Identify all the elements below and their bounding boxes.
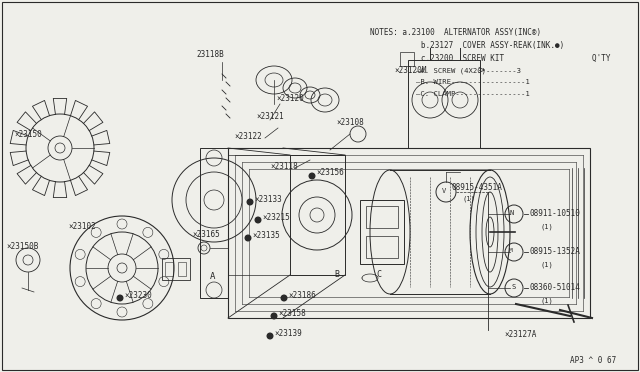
Text: A: A xyxy=(210,272,216,281)
Circle shape xyxy=(245,235,251,241)
Text: ×23102: ×23102 xyxy=(68,222,96,231)
Text: 08360-51014: 08360-51014 xyxy=(530,282,581,292)
Text: ×23139: ×23139 xyxy=(274,329,301,338)
Text: 23118B: 23118B xyxy=(196,50,224,59)
Text: b.23127  COVER ASSY-REAK(INK.●): b.23127 COVER ASSY-REAK(INK.●) xyxy=(370,41,564,50)
Text: ×23156: ×23156 xyxy=(316,168,344,177)
Bar xyxy=(162,258,190,280)
Text: C: C xyxy=(376,270,381,279)
Text: S: S xyxy=(511,284,515,290)
Text: 08911-10510: 08911-10510 xyxy=(530,208,581,218)
Text: ×23133: ×23133 xyxy=(254,195,282,204)
Bar xyxy=(200,148,228,298)
Text: ×23120M: ×23120M xyxy=(394,66,426,75)
Text: —C. CLAMP----------------1: —C. CLAMP----------------1 xyxy=(416,91,530,97)
Bar xyxy=(228,148,590,318)
Bar xyxy=(360,200,404,264)
Text: (1): (1) xyxy=(462,196,475,202)
Bar xyxy=(290,155,345,275)
Circle shape xyxy=(247,199,253,205)
Text: ×23158: ×23158 xyxy=(278,309,306,318)
Text: (1): (1) xyxy=(540,298,553,305)
Text: B: B xyxy=(334,270,339,279)
Text: ×23186: ×23186 xyxy=(288,291,316,300)
Text: ×23215: ×23215 xyxy=(262,213,290,222)
Text: —B. WIRE-----------------1: —B. WIRE-----------------1 xyxy=(416,79,530,85)
Text: ×23150: ×23150 xyxy=(14,130,42,139)
Text: 08915-4351A: 08915-4351A xyxy=(452,183,503,192)
Bar xyxy=(400,52,414,66)
Text: V: V xyxy=(442,188,446,194)
Text: ×23122: ×23122 xyxy=(234,132,262,141)
Text: M: M xyxy=(509,248,513,253)
Text: 08915-1352A: 08915-1352A xyxy=(530,247,581,256)
Circle shape xyxy=(281,295,287,301)
Text: (1): (1) xyxy=(540,224,553,231)
Text: ×23108: ×23108 xyxy=(336,118,364,127)
Circle shape xyxy=(309,173,315,179)
Circle shape xyxy=(268,333,273,339)
Bar xyxy=(178,262,186,276)
Text: ×23165: ×23165 xyxy=(192,230,220,239)
Circle shape xyxy=(117,295,123,301)
Bar xyxy=(366,206,398,228)
Text: ×23121: ×23121 xyxy=(256,112,284,121)
Text: (1): (1) xyxy=(540,261,553,267)
Text: ×23230: ×23230 xyxy=(124,291,152,300)
Text: ×23118: ×23118 xyxy=(270,162,298,171)
Bar xyxy=(165,262,173,276)
Bar xyxy=(366,236,398,258)
Text: ×23127A: ×23127A xyxy=(504,330,536,339)
Circle shape xyxy=(255,217,261,223)
Text: NOTES: a.23100  ALTERNATOR ASSY(INC®): NOTES: a.23100 ALTERNATOR ASSY(INC®) xyxy=(370,28,541,37)
Text: c.23200  SCREW KIT                   Q'TY: c.23200 SCREW KIT Q'TY xyxy=(370,54,611,63)
Bar xyxy=(408,60,480,148)
Text: ×23135: ×23135 xyxy=(252,231,280,240)
Circle shape xyxy=(271,313,277,319)
Text: AP3 ^ 0 67: AP3 ^ 0 67 xyxy=(570,356,616,365)
Text: ×23150B: ×23150B xyxy=(6,242,38,251)
Text: ×23120: ×23120 xyxy=(276,94,304,103)
Text: N: N xyxy=(510,210,515,216)
Text: —A. SCREW (4X20)-------3: —A. SCREW (4X20)-------3 xyxy=(416,67,521,74)
